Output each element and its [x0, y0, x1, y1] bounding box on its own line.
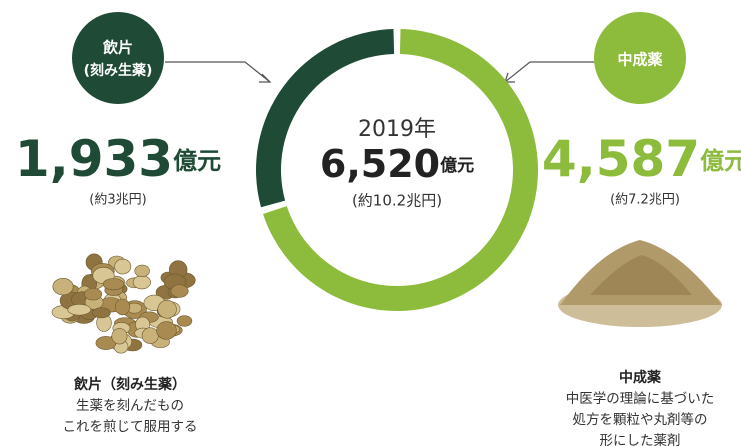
- herb-slice: [132, 275, 151, 290]
- label-circle: [594, 12, 686, 104]
- caption-line: 生薬を刻んだもの: [76, 398, 184, 414]
- value-label: 4,587: [542, 130, 700, 188]
- segment-jpy: (約7.2兆円): [610, 193, 680, 208]
- herb-slice: [114, 298, 131, 316]
- caption-title: 飲片（刻み生薬）: [73, 376, 186, 393]
- herb-slice: [102, 278, 125, 291]
- value-unit: 億元: [173, 147, 221, 175]
- caption-title: 中成薬: [619, 369, 661, 386]
- value-unit: 億元: [700, 147, 741, 175]
- caption-line: 形にした薬剤: [600, 433, 681, 446]
- center-year: 2019年: [358, 117, 436, 142]
- herb-slice: [111, 328, 128, 345]
- arrow: [504, 61, 595, 83]
- label-name: 中成薬: [617, 51, 662, 69]
- herb-slice: [176, 315, 193, 327]
- herb-slice: [52, 278, 74, 296]
- herb-slice: [114, 258, 132, 275]
- label-circle: [72, 12, 164, 104]
- herb-slice: [134, 264, 150, 277]
- label-subname: (刻み生薬): [84, 62, 153, 79]
- herb-slice: [170, 284, 189, 298]
- herb-slice: [92, 307, 111, 319]
- caption-line: 処方を顆粒や丸剤等の: [573, 411, 708, 428]
- label-name: 飲片: [102, 39, 133, 57]
- arrow-head: [259, 73, 272, 83]
- center-jpy: (約10.2兆円): [352, 192, 442, 210]
- powder-image: [558, 240, 722, 327]
- caption-line: 中医学の理論に基づいた: [566, 390, 715, 407]
- herb-slice: [157, 300, 177, 319]
- segment-value: 1,933億元: [15, 130, 221, 188]
- herb-slices-image: [51, 253, 196, 354]
- herb-slice: [156, 321, 177, 340]
- value-label: 1,933: [15, 130, 173, 188]
- segment-jpy: (約3兆円): [89, 193, 146, 208]
- arrow: [165, 61, 271, 83]
- donut-segment: [256, 29, 395, 208]
- herb-slice: [84, 287, 103, 301]
- total-value: 6,520: [320, 142, 440, 186]
- herb-slice: [141, 327, 159, 344]
- caption-line: これを煎じて服用する: [63, 419, 198, 435]
- segment-value: 4,587億元: [542, 130, 741, 188]
- total-unit: 億元: [440, 155, 474, 176]
- center-total: 6,520億元: [320, 142, 474, 186]
- herb-slice: [67, 303, 92, 316]
